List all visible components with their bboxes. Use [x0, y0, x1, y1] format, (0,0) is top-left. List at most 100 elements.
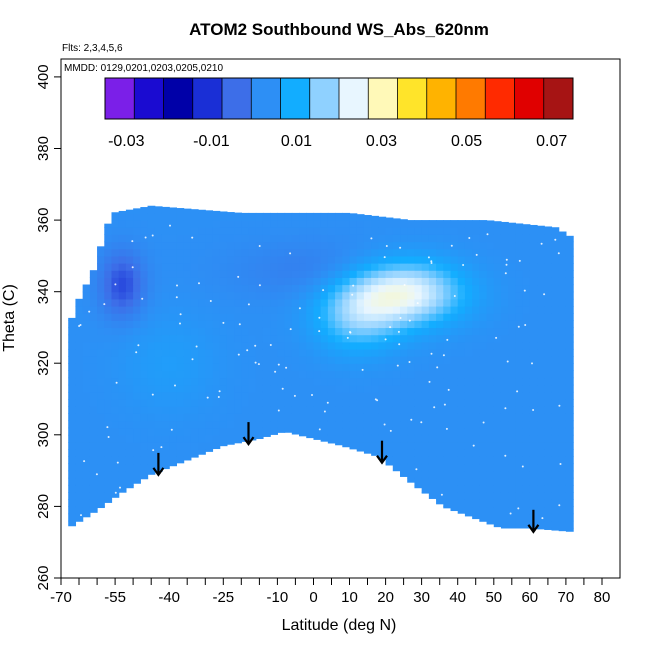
field-cell: [385, 298, 394, 307]
field-cell: [443, 406, 452, 414]
field-cell: [349, 255, 358, 264]
field-cell: [169, 263, 177, 271]
field-cell: [486, 399, 495, 407]
field-cell: [421, 341, 430, 350]
sample-point: [247, 303, 250, 306]
field-cell: [522, 391, 531, 400]
field-cell: [457, 484, 466, 493]
field-cell: [558, 277, 567, 286]
field-cell: [205, 399, 214, 407]
field-cell: [522, 463, 531, 472]
field-cell: [255, 313, 264, 321]
field-cell: [82, 341, 91, 350]
field-cell: [104, 327, 113, 336]
field-cell: [464, 391, 473, 400]
field-cell: [537, 499, 545, 508]
field-cell: [262, 420, 271, 429]
field-cell: [342, 370, 351, 379]
field-cell: [327, 427, 336, 436]
field-cell: [371, 241, 379, 250]
field-cell: [363, 441, 372, 450]
field-cell: [436, 470, 444, 479]
flights-note: Flts: 2,3,4,5,6: [62, 43, 123, 54]
field-cell: [306, 248, 315, 257]
field-cell: [183, 270, 192, 278]
field-cell: [75, 305, 84, 314]
y-tick-label: 300: [35, 422, 52, 447]
sample-point: [408, 319, 411, 322]
field-cell: [385, 441, 394, 450]
field-cell: [183, 313, 192, 321]
field-cell: [198, 427, 206, 436]
field-cell: [407, 220, 416, 228]
field-cell: [226, 227, 235, 235]
field-cell: [234, 356, 242, 364]
field-cell: [198, 209, 206, 214]
field-cell: [183, 208, 192, 214]
field-cell: [241, 320, 250, 329]
field-cell: [443, 384, 452, 393]
field-cell: [118, 210, 127, 214]
field-cell: [436, 484, 444, 493]
field-cell: [544, 277, 553, 286]
field-cell: [414, 284, 423, 293]
field-cell: [176, 255, 185, 264]
field-cell: [89, 470, 98, 479]
field-cell: [356, 241, 365, 250]
field-cell: [75, 499, 84, 508]
sample-point: [191, 358, 194, 361]
field-cell: [111, 248, 120, 257]
field-cell: [508, 370, 517, 379]
field-cell: [385, 263, 394, 271]
field-cell: [537, 441, 545, 450]
field-cell: [212, 277, 221, 286]
sample-point: [523, 289, 526, 292]
field-cell: [464, 227, 473, 235]
field-cell: [464, 513, 473, 517]
field-cell: [169, 234, 177, 243]
field-cell: [133, 234, 141, 243]
field-cell: [363, 270, 372, 278]
field-cell: [508, 484, 517, 493]
field-cell: [313, 363, 322, 371]
field-cell: [133, 391, 141, 400]
field-cell: [335, 313, 343, 321]
field-cell: [89, 391, 98, 400]
field-cell: [75, 470, 84, 479]
field-cell: [125, 363, 134, 371]
field-cell: [493, 227, 502, 235]
field-cell: [212, 391, 221, 400]
sample-point: [450, 244, 453, 247]
field-cell: [270, 391, 278, 400]
field-cell: [349, 227, 358, 235]
field-cell: [551, 248, 560, 257]
field-cell: [327, 255, 336, 264]
field-cell: [313, 220, 322, 228]
field-cell: [255, 305, 264, 314]
field-cell: [479, 484, 488, 493]
field-cell: [147, 277, 156, 286]
field-cell: [479, 363, 488, 371]
field-cell: [226, 356, 235, 364]
field-cell: [508, 499, 517, 508]
field-cell: [493, 277, 502, 286]
field-cell: [464, 305, 473, 314]
field-cell: [508, 320, 517, 329]
field-cell: [457, 463, 466, 472]
field-cell: [551, 334, 560, 343]
field-cell: [320, 220, 329, 228]
field-cell: [392, 270, 401, 278]
field-cell: [486, 506, 495, 515]
field-cell: [234, 441, 242, 444]
field-cell: [479, 356, 488, 364]
field-cell: [320, 384, 329, 393]
field-cell: [428, 270, 437, 278]
field-cell: [407, 384, 416, 393]
field-cell: [255, 227, 264, 235]
field-cell: [385, 220, 394, 228]
sample-point: [516, 390, 519, 393]
field-cell: [436, 456, 444, 465]
field-cell: [140, 327, 149, 336]
field-cell: [327, 327, 336, 336]
field-cell: [104, 320, 113, 329]
